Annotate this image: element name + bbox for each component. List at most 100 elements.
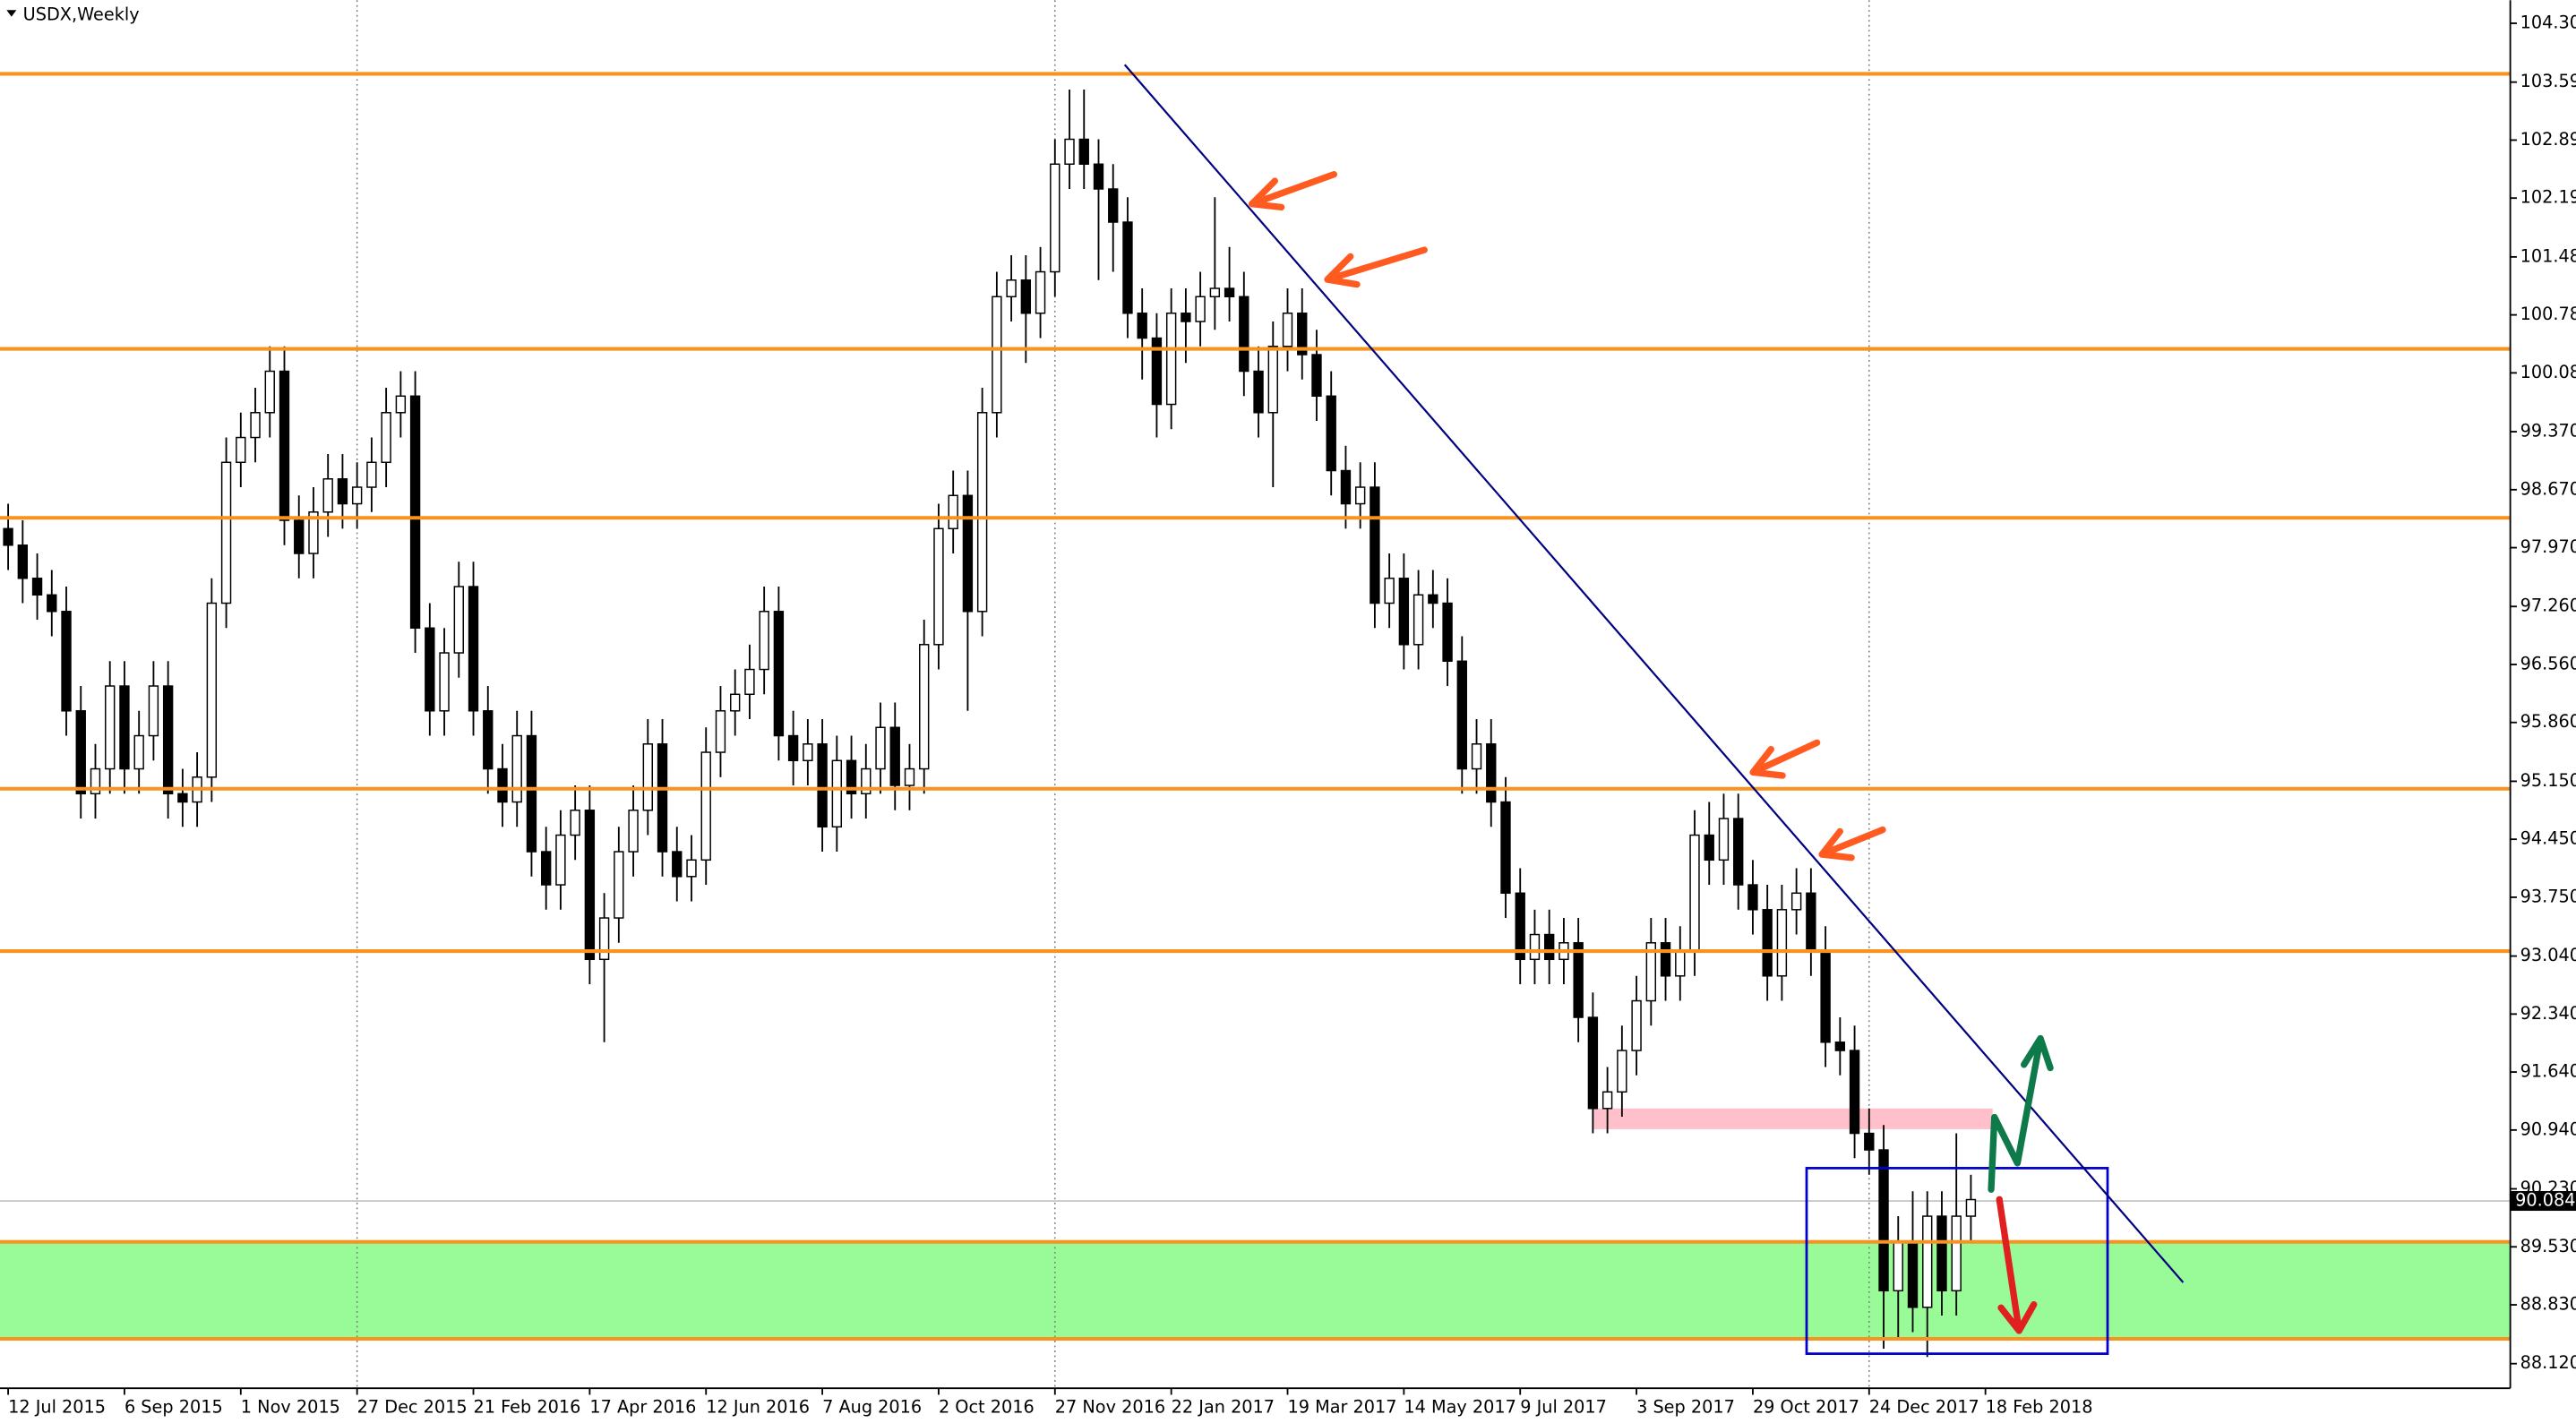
candle-body	[700, 751, 711, 862]
candle-body	[511, 734, 522, 803]
x-tick-label: 22 Jan 2017	[1172, 1397, 1275, 1418]
candle-body	[1515, 892, 1525, 961]
arrow	[1248, 171, 1338, 211]
candle-body	[294, 519, 305, 554]
candle-body	[584, 810, 596, 961]
y-tick-label: 103.590	[2520, 71, 2576, 91]
resistance-zone	[1593, 1108, 1993, 1129]
trendline	[1123, 64, 2185, 1283]
y-tick-label: 88.120	[2520, 1352, 2576, 1373]
x-tick-label: 9 Jul 2017	[1520, 1397, 1607, 1418]
y-tick-label: 95.860	[2520, 711, 2576, 732]
candle-body	[308, 511, 319, 554]
candle-body	[1806, 892, 1816, 952]
candle-body	[236, 436, 246, 464]
x-tick-label: 14 May 2017	[1404, 1397, 1516, 1418]
candles	[3, 90, 1977, 1358]
candle-body	[1340, 469, 1352, 505]
candle-body	[439, 652, 450, 712]
candle-body	[3, 527, 13, 546]
candle-body	[1718, 818, 1730, 862]
candle-body	[409, 395, 421, 630]
candle-body	[1093, 163, 1104, 190]
x-tick-label: 7 Aug 2016	[822, 1397, 922, 1418]
candle-body	[642, 743, 653, 811]
candle-body	[264, 370, 275, 414]
candle-body	[250, 412, 261, 439]
x-tick-label: 12 Jun 2016	[706, 1397, 810, 1418]
candle-body	[628, 810, 639, 853]
candle-body	[1704, 834, 1714, 862]
candle-body	[395, 395, 407, 414]
candle-body	[75, 710, 86, 795]
candle-body	[875, 726, 886, 770]
candle-body	[1384, 578, 1395, 604]
candle-body	[1311, 354, 1322, 398]
candle-body	[570, 810, 580, 836]
candle-body	[1181, 313, 1191, 322]
candle-body	[133, 734, 144, 770]
y-tick-label: 99.370	[2520, 421, 2576, 441]
candle-body	[976, 412, 988, 613]
y-tick-label: 92.340	[2520, 1003, 2576, 1024]
candle-body	[1529, 933, 1541, 961]
zones	[0, 1108, 2511, 1339]
x-tick-label: 12 Jul 2015	[8, 1397, 106, 1418]
candle-body	[1776, 909, 1788, 977]
candle-body	[1645, 942, 1657, 1002]
arrow	[1324, 246, 1428, 288]
candle-body	[1035, 270, 1046, 314]
candle-body	[526, 734, 537, 853]
candle-body	[1951, 1215, 1962, 1292]
candle-body	[1413, 594, 1424, 646]
overlays	[0, 64, 2511, 1355]
y-tick-label: 97.260	[2520, 596, 2576, 616]
candle-body	[1790, 892, 1802, 911]
x-tick-label: 27 Dec 2015	[357, 1397, 468, 1418]
candle-body	[17, 544, 29, 579]
x-tick-label: 24 Dec 2017	[1869, 1397, 1979, 1418]
candle-body	[1326, 395, 1336, 472]
candle-body	[1137, 313, 1147, 339]
candle-body	[1965, 1198, 1977, 1217]
candle-body	[1151, 337, 1163, 406]
candle-body	[206, 602, 218, 778]
candle-body	[220, 461, 232, 604]
x-tick-label: 27 Nov 2016	[1055, 1397, 1165, 1418]
y-tick-label: 89.530	[2520, 1236, 2576, 1256]
candle-body	[31, 578, 43, 596]
candle-body	[1893, 1240, 1903, 1292]
candle-body	[817, 743, 828, 828]
candle-body	[1195, 296, 1206, 322]
candle-body	[1617, 1050, 1627, 1093]
candle-body	[1486, 743, 1497, 803]
y-tick-label: 98.670	[2520, 478, 2576, 499]
candle-body	[1456, 660, 1467, 770]
candle-body	[90, 767, 101, 795]
x-tick-label: 2 Oct 2016	[939, 1397, 1035, 1418]
candle-body	[425, 627, 435, 712]
candle-body	[759, 611, 769, 671]
candle-body	[453, 586, 464, 654]
candle-body	[1834, 1042, 1846, 1051]
candle-body	[540, 851, 552, 886]
y-tick-label: 96.560	[2520, 653, 2576, 673]
candle-body	[322, 478, 333, 513]
menu-icon[interactable]	[6, 10, 17, 17]
candle-body	[1544, 933, 1555, 961]
candle-body	[1660, 942, 1671, 977]
candle-body	[992, 296, 1002, 414]
candle-body	[672, 851, 683, 878]
candle-body	[846, 759, 857, 795]
candle-body	[1500, 801, 1511, 895]
candle-body	[1297, 313, 1308, 356]
y-tick-label: 104.300	[2520, 13, 2576, 33]
y-tick-label: 100.080	[2520, 362, 2576, 382]
grid	[0, 0, 2511, 1389]
candle-body	[1239, 296, 1249, 373]
candle-body	[1907, 1240, 1919, 1308]
candle-body	[1878, 1149, 1889, 1292]
candle-body	[1224, 287, 1235, 298]
x-tick-label: 18 Feb 2018	[1986, 1397, 2093, 1418]
candle-body	[657, 743, 668, 853]
